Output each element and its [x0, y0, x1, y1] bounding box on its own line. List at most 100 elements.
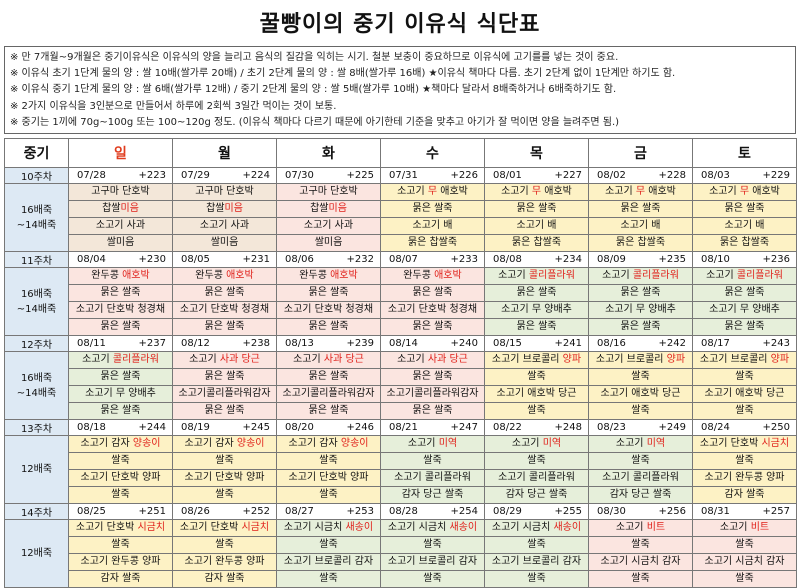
meal-plan-body: 10주차 07/28 +223 07/29 +224 07/30 +225 07/31 +226… — [4, 167, 797, 588]
highlight-ingredient: 미음 — [224, 203, 243, 214]
meal-cell: 소고기 배 — [588, 217, 693, 235]
meal-text: 쌀죽 — [319, 455, 338, 466]
meal-cell: 묽은 쌀죽 — [172, 284, 277, 302]
meal-text: 소고기 단호박 양파 — [184, 472, 265, 483]
meal-text: 소고기 시금치 감자 — [704, 556, 785, 567]
date-cell: 07/28 +223 — [68, 167, 173, 184]
highlight-ingredient: 무 — [739, 186, 750, 197]
meal-cell: 소고기 시금치 감자 — [588, 553, 693, 571]
meal-text: 소고기 브로콜리 감자 — [283, 556, 374, 567]
meal-text: 묽은 찹쌀죽 — [511, 237, 562, 248]
meal-text: 소고기 — [189, 354, 220, 365]
date-text: 08/08 — [493, 254, 522, 265]
meal-cell: 감자 쌀죽 — [692, 486, 797, 504]
meal-row: 16배죽 ~14배죽 소고기 콜리플라워 소고기 사과 당근 소고기 사과 당근 소고기 … — [4, 351, 797, 420]
meal-cell: 소고기 비트 — [588, 519, 693, 537]
highlight-ingredient: 사과 당근 — [219, 354, 260, 365]
day-count: +252 — [242, 506, 270, 517]
meal-text: 고구마 단호박 — [195, 186, 254, 197]
meal-text: 쌀미음 — [314, 237, 343, 248]
meal-cell: 묽은 쌀죽 — [68, 402, 173, 420]
meal-cell: 묽은 쌀죽 — [484, 284, 589, 302]
meal-text: 쌀죽 — [215, 539, 234, 550]
day-header-sun: 일 — [68, 138, 173, 168]
meal-cell: 쌀죽 — [692, 536, 797, 554]
date-cell: 08/10 +236 — [692, 251, 797, 268]
meal-text: 소고기 브로콜리 — [595, 354, 667, 365]
meal-row: 감자 쌀죽 감자 쌀죽 쌀죽 쌀죽 쌀죽 쌀죽 쌀죽 — [5, 570, 797, 588]
week-row: 11주차 08/04 +230 08/05 +231 08/06 +232 08/07 +233… — [4, 251, 797, 268]
date-cell: 08/23 +249 — [588, 419, 693, 436]
highlight-ingredient: 미음 — [120, 203, 139, 214]
highlight-ingredient: 애호박 — [430, 270, 462, 281]
highlight-ingredient: 애호박 — [326, 270, 358, 281]
meal-text: 묽은 쌀죽 — [620, 203, 661, 214]
meal-text: 쌀죽 — [631, 405, 650, 416]
date-cell: 08/07 +233 — [380, 251, 485, 268]
meal-cell: 소고기 무 애호박 — [692, 183, 797, 201]
meal-text: 찹쌀 — [102, 203, 121, 214]
meal-text: 소고기 시금치 — [283, 522, 346, 533]
meal-text: 소고기 — [706, 270, 737, 281]
meal-text: 소고기콜리플라워감자 — [386, 388, 479, 399]
day-count: +245 — [242, 422, 270, 433]
meal-text: 소고기 브로콜리 감자 — [387, 556, 478, 567]
meal-row: 소고기 무 양배추 소고기콜리플라워감자 소고기콜리플라워감자 소고기콜리플라워감자 소… — [5, 385, 797, 403]
meal-cell: 완두콩 애호박 — [172, 267, 277, 285]
meal-text: 완두콩 — [403, 270, 431, 281]
meal-cell: 묽은 쌀죽 — [172, 318, 277, 336]
meal-text: 소고기 배 — [412, 220, 453, 231]
meal-text: 묽은 쌀죽 — [204, 371, 245, 382]
portion-text: ~14배죽 — [16, 387, 57, 399]
week-label: 10주차 — [4, 167, 69, 184]
date-cell: 08/28 +254 — [380, 503, 485, 520]
meal-row: 16배죽 ~14배죽 완두콩 애호박 완두콩 애호박 완두콩 애호박 완두콩 애호박 소고기… — [4, 267, 797, 336]
meal-text: 소고기 단호박 청경채 — [387, 304, 478, 315]
portion-text: 12배죽 — [20, 464, 53, 475]
meal-text: 쌀죽 — [631, 539, 650, 550]
meal-cell: 묽은 쌀죽 — [692, 200, 797, 218]
meal-cell: 소고기콜리플라워감자 — [172, 385, 277, 403]
meal-text: 소고기 브로콜리 — [699, 354, 771, 365]
meal-cell: 고구마 단호박 — [68, 183, 173, 201]
highlight-ingredient: 콜리플라워 — [112, 354, 159, 365]
meal-cell: 고구마 단호박 — [276, 183, 381, 201]
meal-text: 묽은 쌀죽 — [308, 287, 349, 298]
meal-text: 소고기 — [602, 270, 633, 281]
date-cell: 08/26 +252 — [172, 503, 277, 520]
meal-cell: 찹쌀미음 — [68, 200, 173, 218]
meal-plan-table: 중기 일 월 화 수 목 금 토 10주차 07/28 +223 07/29 +224 0… — [4, 138, 797, 588]
highlight-ingredient: 시금치 — [241, 522, 270, 533]
highlight-ingredient: 새송이 — [553, 522, 582, 533]
date-cell: 08/29 +255 — [484, 503, 589, 520]
meal-cell: 쌀죽 — [68, 486, 173, 504]
meal-text: 소고기 단호박 청경채 — [283, 304, 374, 315]
day-count: +238 — [242, 338, 270, 349]
date-text: 07/30 — [285, 170, 314, 181]
meal-text: 묽은 쌀죽 — [516, 287, 557, 298]
day-count: +255 — [554, 506, 582, 517]
meal-text: 쌀죽 — [319, 539, 338, 550]
meal-row: 12배죽 소고기 감자 양송이 소고기 감자 양송이 소고기 감자 양송이 소고기 미역… — [4, 435, 797, 504]
meal-text: 소고기 무 양배추 — [605, 304, 676, 315]
meal-text: 쌀죽 — [735, 539, 754, 550]
meal-text: 묽은 쌀죽 — [724, 203, 765, 214]
portion-label: 12배죽 — [4, 519, 69, 588]
highlight-ingredient: 미역 — [542, 438, 562, 449]
meal-text: 묽은 쌀죽 — [412, 405, 453, 416]
date-text: 08/18 — [77, 422, 106, 433]
meal-text: 묽은 쌀죽 — [516, 203, 557, 214]
day-count: +226 — [450, 170, 478, 181]
meal-cell: 묽은 쌀죽 — [68, 284, 173, 302]
meal-text: 완두콩 — [299, 270, 327, 281]
meal-text: 묽은 쌀죽 — [308, 371, 349, 382]
meal-cell: 소고기 콜리플라워 — [484, 469, 589, 487]
highlight-ingredient: 미역 — [646, 438, 666, 449]
portion-text: 12배죽 — [20, 548, 53, 559]
meal-text: 감자 쌀죽 — [204, 573, 245, 584]
date-text: 08/23 — [597, 422, 626, 433]
meal-text: 소고기 브로콜리 감자 — [491, 556, 582, 567]
meal-cell: 쌀죽 — [380, 452, 485, 470]
meal-cell: 소고기 배 — [692, 217, 797, 235]
meal-text: 쌀죽 — [527, 539, 546, 550]
